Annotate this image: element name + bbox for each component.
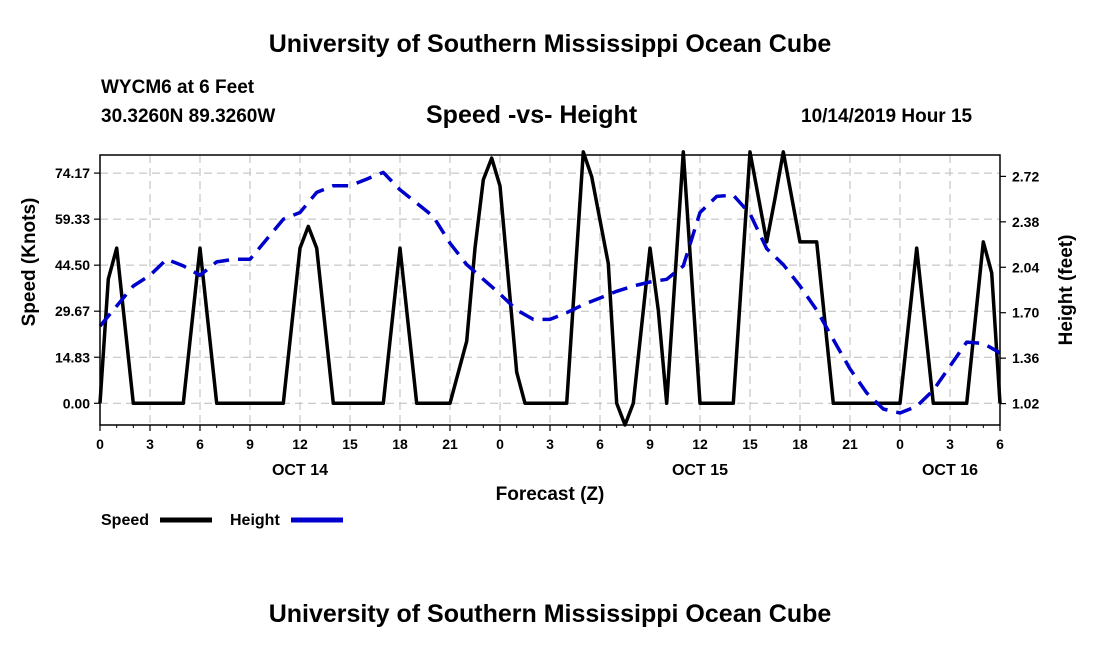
y-tick-label: 44.50 xyxy=(55,257,90,273)
x-tick-label: 9 xyxy=(246,436,254,452)
legend: Speed Height xyxy=(101,512,343,529)
series-height-line xyxy=(98,170,1001,415)
page-title: University of Southern Mississippi Ocean… xyxy=(268,30,832,58)
x-tick-label: 9 xyxy=(646,436,654,452)
x-tick-label: 12 xyxy=(292,436,308,452)
series-speed-line xyxy=(98,150,1002,427)
legend-speed-label: Speed xyxy=(101,512,149,529)
y2-tick-label: 1.02 xyxy=(1012,396,1039,412)
date-label: OCT 15 xyxy=(672,462,728,479)
x-tick-label: 0 xyxy=(96,436,104,452)
x-tick-label: 6 xyxy=(596,436,604,452)
x-tick-label: 21 xyxy=(442,436,458,452)
y-axis-label: Speed (Knots) xyxy=(19,198,40,327)
y2-axis-label: Height (feet) xyxy=(1056,235,1077,346)
x-tick-label: 0 xyxy=(496,436,504,452)
chart-title: Speed -vs- Height xyxy=(426,101,638,129)
axis-layer: 0 3 6 9 12 15 18 21 0 3 6 9 12 15 18 21 0 3 6 OCT 14 OCT 15 O… xyxy=(55,165,1040,479)
y2-tick-label: 1.36 xyxy=(1012,350,1039,366)
y2-tick-label: 2.38 xyxy=(1012,214,1039,230)
x-tick-label: 18 xyxy=(392,436,408,452)
datetime-label: 10/14/2019 Hour 15 xyxy=(801,106,973,127)
y-tick-label: 59.33 xyxy=(55,211,90,227)
y2-tick-label: 2.04 xyxy=(1012,259,1039,275)
x-tick-label: 18 xyxy=(792,436,808,452)
x-tick-label: 0 xyxy=(896,436,904,452)
x-tick-label: 3 xyxy=(546,436,554,452)
y-tick-label: 14.83 xyxy=(55,349,90,365)
date-label: OCT 16 xyxy=(922,462,978,479)
x-tick-label: 12 xyxy=(692,436,708,452)
station-label: WYCM6 at 6 Feet xyxy=(101,77,255,98)
grid-layer xyxy=(100,155,1000,425)
x-tick-label: 6 xyxy=(996,436,1004,452)
footer-title: University of Southern Mississippi Ocean… xyxy=(268,600,832,628)
x-tick-label: 6 xyxy=(196,436,204,452)
y-tick-label: 74.17 xyxy=(55,165,90,181)
x-tick-label: 21 xyxy=(842,436,858,452)
x-tick-label: 15 xyxy=(742,436,758,452)
y2-tick-label: 2.72 xyxy=(1012,168,1039,184)
x-tick-label: 3 xyxy=(946,436,954,452)
y-tick-label: 0.00 xyxy=(63,395,90,411)
x-tick-label: 15 xyxy=(342,436,358,452)
legend-height-label: Height xyxy=(230,512,280,529)
y-tick-label: 29.67 xyxy=(55,303,90,319)
date-label: OCT 14 xyxy=(272,462,328,479)
y2-tick-label: 1.70 xyxy=(1012,305,1039,321)
series-layer xyxy=(98,150,1002,427)
coordinates-label: 30.3260N 89.3260W xyxy=(101,106,276,127)
x-tick-label: 3 xyxy=(146,436,154,452)
x-axis-label: Forecast (Z) xyxy=(496,484,605,505)
